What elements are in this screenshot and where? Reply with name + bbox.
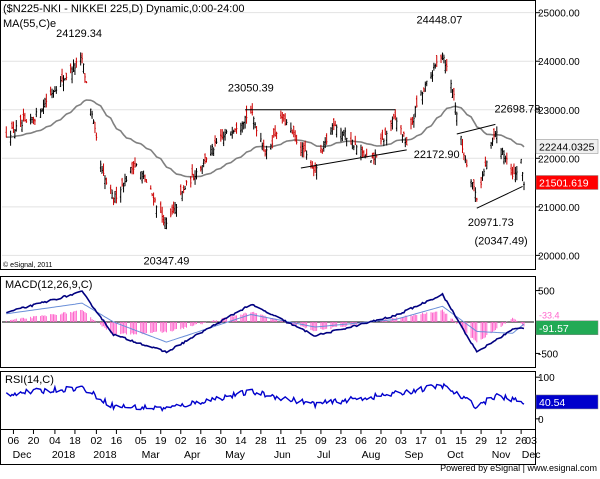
- macd-line: [6, 290, 525, 354]
- rsi-value-label-bg: [535, 394, 599, 410]
- axes-layer: 20000.00 21000.00 22000.00 23000.00 24000.00…: [8, 9, 599, 461]
- rsi-line: [5, 382, 525, 412]
- price-annotation: 24448.07: [417, 14, 463, 26]
- macd-legend-label: MACD(12,26,9,C): [5, 279, 92, 291]
- x-axis-day-label: 17: [415, 435, 427, 447]
- trendline: [456, 123, 496, 135]
- last-price-label-bg: [535, 175, 599, 190]
- x-axis-day-label: 03: [525, 435, 537, 447]
- x-axis-month-label: 2018: [52, 449, 76, 461]
- macd-axis-tick-label: -500: [538, 349, 558, 360]
- x-axis-day-label: 30: [215, 435, 227, 447]
- x-axis-day-label: 02: [91, 435, 103, 447]
- price-axis-tick-label: 21000.00: [538, 203, 580, 214]
- price-annotation: 22698.78: [494, 103, 540, 115]
- x-axis-month-label: Nov: [492, 449, 511, 461]
- x-axis-month-label: Jul: [317, 449, 330, 461]
- price-axis-tick-label: 24000.00: [538, 57, 580, 68]
- ma-value-label-bg: [535, 139, 599, 154]
- x-axis-month-label: Jun: [274, 449, 291, 461]
- footer-label: Powered by eSignal | www.esignal.com: [440, 463, 597, 473]
- x-axis-day-label: 05: [135, 435, 147, 447]
- x-axis-day-label: 16: [195, 435, 207, 447]
- x-axis-day-label: 19: [155, 435, 167, 447]
- macd-axis-tick-label: 500: [538, 287, 555, 298]
- annotations-layer: 24129.34 23050.39 24448.07 22698.78 22172.90…: [56, 14, 540, 267]
- rsi-axis-tick-label: 0: [538, 415, 544, 426]
- macd-value-label-bg: [535, 320, 599, 336]
- chart-title: ($N225-NKI - NIKKEI 225,D) Dynamic,0:00-…: [3, 3, 245, 15]
- x-axis-day-label: 20: [375, 435, 387, 447]
- moving-average-layer: [6, 99, 525, 178]
- candles-layer: [5, 52, 525, 230]
- x-axis-day-label: 25: [295, 435, 307, 447]
- x-axis-month-label: 2018: [93, 449, 117, 461]
- x-axis-day-label: 14: [235, 435, 247, 447]
- trendlines-layer: [245, 109, 523, 209]
- x-axis-month-label: Dec: [13, 449, 32, 461]
- x-axis-day-label: 03: [395, 435, 407, 447]
- x-axis-day-label: 18: [69, 435, 81, 447]
- rsi-axis-tick-label: 100: [538, 373, 555, 384]
- price-annotation: (20347.49): [475, 236, 528, 248]
- price-annotation: 23050.39: [228, 82, 274, 94]
- price-panel: [0, 0, 536, 270]
- trendline: [300, 149, 407, 169]
- copyright-label: © eSignal, 2011: [3, 261, 53, 269]
- last-price-label: 21501.619: [539, 177, 589, 189]
- x-axis-month-label: Apr: [184, 449, 201, 461]
- ma-line: [6, 99, 525, 178]
- x-axis-month-label: Mar: [142, 449, 161, 461]
- x-axis-day-label: 28: [255, 435, 267, 447]
- x-axis-day-label: 11: [275, 435, 286, 447]
- x-axis-month-label: May: [225, 449, 246, 461]
- price-axis-tick-label: 22000.00: [538, 154, 580, 165]
- rsi-value-label: 40.54: [539, 397, 565, 409]
- x-axis-day-label: 12: [495, 435, 507, 447]
- x-axis-day-label: 04: [49, 435, 61, 447]
- macd-signal-value-label: -33.4: [539, 310, 560, 320]
- x-axis-day-label: 16: [111, 435, 123, 447]
- x-axis-day-label: 06: [355, 435, 367, 447]
- price-annotation: 24129.34: [56, 28, 102, 40]
- x-axis-day-label: 15: [455, 435, 467, 447]
- price-annotation: 20971.73: [468, 217, 514, 229]
- macd-value-label: -91.57: [539, 323, 569, 335]
- price-annotation: 22172.90: [414, 149, 460, 161]
- price-axis-tick-label: 23000.00: [538, 106, 580, 117]
- ma-legend-label: MA(55,C)e: [3, 18, 56, 30]
- x-axis-panel: [0, 429, 536, 465]
- rsi-panel: [0, 371, 536, 430]
- x-axis-day-label: 06: [8, 435, 20, 447]
- x-axis-day-label: 29: [475, 435, 487, 447]
- x-axis-month-label: Dec: [522, 449, 541, 461]
- x-axis-month-label: Aug: [362, 449, 381, 461]
- ma-value-label: 22244.0325: [539, 141, 595, 153]
- x-axis-month-label: Oct: [447, 449, 463, 461]
- trendline: [476, 186, 523, 209]
- rsi-layer: [5, 382, 525, 412]
- price-annotation: 20347.49: [144, 256, 190, 268]
- x-axis-month-label: Sep: [405, 449, 424, 461]
- x-axis-day-label: 02: [175, 435, 187, 447]
- rsi-legend-label: RSI(14,C): [5, 374, 54, 386]
- x-axis-day-label: 26: [515, 435, 527, 447]
- macd-signal-line: [6, 302, 525, 343]
- price-axis-tick-label: 20000.00: [538, 251, 580, 262]
- x-axis-day-label: 09: [315, 435, 327, 447]
- macd-layer: [5, 290, 525, 354]
- x-axis-day-label: 20: [28, 435, 40, 447]
- x-axis-day-label: 23: [335, 435, 347, 447]
- x-axis-day-label: 01: [435, 435, 447, 447]
- price-axis-tick-label: 25000.00: [538, 9, 580, 20]
